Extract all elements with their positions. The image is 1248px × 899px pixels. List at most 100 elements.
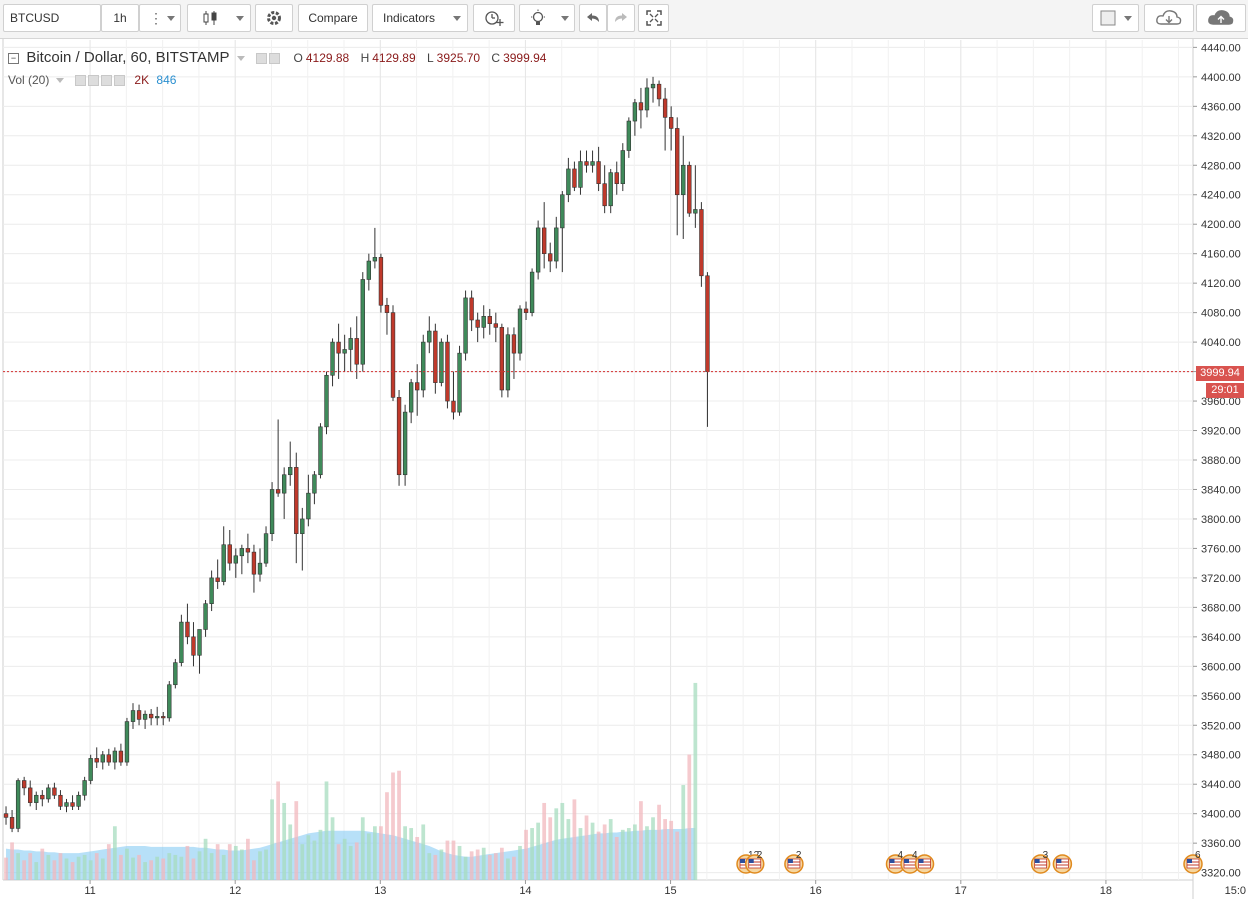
chevron-down-icon[interactable]: [55, 78, 64, 84]
chevron-down-icon[interactable]: [236, 56, 245, 62]
eye-icon[interactable]: [256, 53, 268, 65]
volume-bar: [282, 802, 287, 880]
us-flag-event-icon[interactable]: 3: [1030, 850, 1051, 874]
bullish-candle: [590, 161, 595, 166]
redo-button[interactable]: [607, 4, 635, 32]
compare-button[interactable]: Compare: [298, 4, 368, 32]
top-toolbar: BTCUSD 1h ⋮ Compare Indicators: [0, 0, 1248, 39]
volume-bar: [330, 817, 335, 880]
bullish-candle: [257, 562, 263, 575]
eye-icon[interactable]: [75, 75, 87, 87]
volume-bar: [391, 772, 395, 880]
volume-bar: [602, 824, 607, 880]
bullish-candle: [517, 308, 523, 354]
low-value: 3925.70: [436, 51, 481, 65]
alert-button[interactable]: [473, 4, 515, 32]
bullish-candle: [644, 87, 650, 111]
volume-title[interactable]: Vol (20): [8, 73, 50, 87]
chart-style-button[interactable]: [187, 4, 251, 32]
volume-bar: [481, 847, 486, 880]
bullish-candle: [620, 150, 625, 184]
flag-canton: [904, 859, 910, 863]
economic-events: 12224436: [736, 850, 1203, 874]
volume-bar: [143, 862, 147, 880]
price-tick-label: 4160.00: [1201, 249, 1241, 261]
bearish-candle: [523, 308, 529, 313]
bullish-candle: [76, 794, 81, 807]
ideas-button[interactable]: [519, 4, 575, 32]
bullish-candle: [427, 330, 432, 343]
gear-icon[interactable]: [269, 53, 281, 65]
us-flag-event-icon[interactable]: 2: [744, 850, 765, 874]
flag-body: [748, 858, 762, 869]
price-tick-label: 3600.00: [1201, 661, 1241, 673]
more-icon[interactable]: [114, 75, 126, 87]
price-tick-label: 3720.00: [1201, 573, 1241, 585]
price-tick-label: 3640.00: [1201, 632, 1241, 644]
interval-button[interactable]: 1h: [101, 4, 139, 32]
bearish-candle: [3, 813, 9, 818]
settings-button[interactable]: [255, 4, 293, 32]
volume-bar: [276, 781, 281, 880]
series-title[interactable]: Bitcoin / Dollar, 60, BITSTAMP: [26, 49, 230, 66]
symbol-input[interactable]: BTCUSD: [3, 4, 101, 32]
undo-button[interactable]: [579, 4, 607, 32]
volume-bar: [209, 853, 214, 880]
flag-body: [1055, 858, 1069, 869]
us-flag-event-icon[interactable]: 4: [900, 850, 920, 874]
volume-bar: [94, 853, 99, 880]
us-flag-event-icon[interactable]: 6: [1183, 850, 1203, 874]
us-flag-event-icon[interactable]: 2: [784, 850, 804, 874]
symbol-text: BTCUSD: [10, 11, 60, 25]
volume-bar: [155, 856, 160, 880]
load-layout-button[interactable]: [1144, 4, 1194, 32]
bullish-candle: [197, 629, 202, 656]
volume-bar: [445, 840, 450, 880]
bearish-candle: [614, 172, 619, 184]
bullish-candle: [348, 338, 353, 350]
chevron-down-icon: [167, 16, 175, 21]
bearish-candle: [668, 117, 674, 129]
fullscreen-button[interactable]: [638, 4, 669, 32]
bullish-candle: [457, 352, 462, 413]
layout-button[interactable]: [1092, 4, 1139, 32]
bearish-candle: [602, 183, 607, 207]
bearish-candle: [542, 227, 547, 254]
event-count-label: 3: [1043, 850, 1049, 861]
flag-canton: [1056, 859, 1062, 863]
us-flag-event-icon[interactable]: [1052, 854, 1073, 874]
us-flag-event-icon[interactable]: [914, 854, 935, 874]
gear-icon[interactable]: [88, 75, 100, 87]
volume-bar: [506, 858, 510, 880]
bearish-candle: [638, 102, 644, 111]
volume-bar: [645, 826, 649, 880]
event-count-label: 2: [757, 850, 763, 861]
square-icon: [1100, 10, 1116, 26]
bullish-candle: [560, 194, 565, 229]
collapse-icon[interactable]: −: [8, 53, 19, 65]
save-layout-button[interactable]: [1196, 4, 1246, 32]
bearish-candle: [354, 338, 359, 365]
volume-bar: [530, 828, 534, 880]
bearish-candle: [493, 323, 498, 328]
bullish-candle: [167, 684, 172, 719]
bullish-candle: [82, 780, 87, 796]
price-chart[interactable]: 4440.00 4400.00 4360.00 4320.00 4280.00 4240.…: [0, 39, 1248, 899]
bearish-candle: [378, 257, 384, 306]
close-icon[interactable]: [101, 75, 113, 87]
volume-bar: [64, 858, 69, 880]
bearish-candle: [161, 716, 166, 719]
volume-bar: [354, 842, 359, 880]
close-label: C: [491, 51, 501, 65]
interval-dropdown-button[interactable]: ⋮: [139, 4, 181, 32]
bullish-candle: [439, 341, 444, 383]
bearish-candle: [136, 710, 142, 720]
countdown-text: 29:01: [1211, 384, 1239, 396]
flag-body: [1034, 858, 1048, 869]
bearish-candle: [705, 275, 710, 372]
bearish-candle: [21, 780, 27, 789]
cloud-download-icon: [1156, 10, 1182, 25]
indicators-button[interactable]: Indicators: [372, 4, 468, 32]
bullish-candle: [330, 341, 335, 376]
bullish-candle: [402, 411, 408, 476]
